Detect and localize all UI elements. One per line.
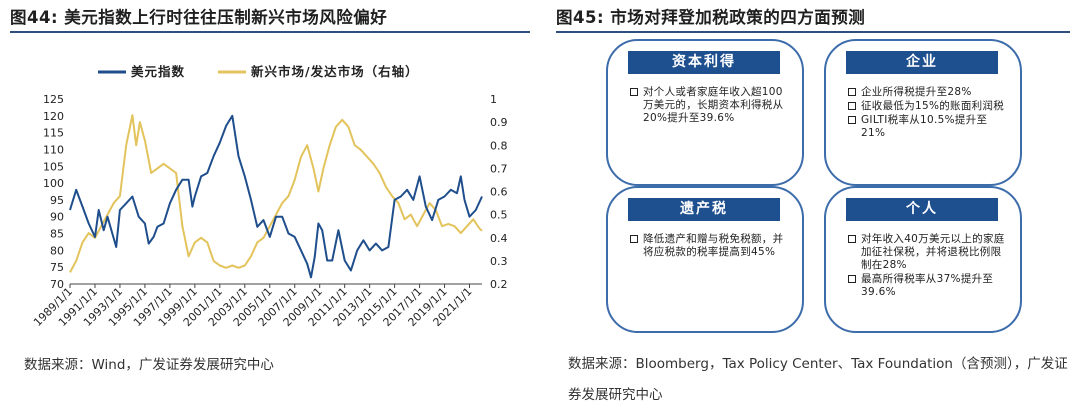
left-tick-label: 125 (43, 93, 64, 106)
left-tick-label: 70 (50, 278, 64, 291)
list-item: GILTI税率从10.5%提升至21% (848, 114, 1006, 140)
list-item: 征收最低为15%的账面利润税 (848, 100, 1006, 113)
card-title: 个人 (846, 198, 998, 221)
usd-em-line-chart: 美元指数 新兴市场/发达市场（右轴） 70 75 80 85 90 95 100 105 110… (31, 64, 508, 329)
right-tick-label: 0.2 (490, 278, 508, 291)
left-tick-label: 90 (50, 211, 64, 224)
checkbox-icon (630, 88, 638, 96)
checkbox-icon (848, 88, 856, 96)
checkbox-icon (848, 102, 856, 110)
list-item: 对年收入40万美元以上的家庭加征社保税，并将退税比例限制在28% (848, 233, 1006, 272)
right-tick-label: 0.4 (490, 232, 508, 245)
left-title-rule (10, 31, 530, 33)
checkbox-icon (630, 235, 638, 243)
left-tick-label: 75 (50, 261, 64, 274)
left-y-axis: 70 75 80 85 90 95 100 105 110 115 120 125 (43, 93, 64, 291)
list-item: 降低遗产和赠与税免税额，并将应税款的税率提高到45% (630, 233, 788, 259)
card-title: 遗产税 (628, 198, 780, 221)
list-item: 最高所得税率从37%提升至39.6% (848, 273, 1006, 299)
right-figure-title: 图45: 市场对拜登加税政策的四方面预测 (556, 8, 866, 27)
card-list: 企业所得税提升至28% 征收最低为15%的账面利润税 GILTI税率从10.5%… (848, 86, 1006, 141)
right-source-note: 数据来源：Bloomberg，Tax Policy Center、Tax Fou… (568, 356, 1068, 403)
x-axis: 1989/1/11991/1/11993/1/11995/1/11997/1/1… (31, 283, 482, 329)
left-tick-label: 85 (50, 228, 64, 241)
series-layer (69, 114, 483, 279)
right-tick-label: 0.5 (490, 209, 508, 222)
legend-em-label: 新兴市场/发达市场（右轴） (251, 64, 419, 79)
card-list: 对个人或者家庭年收入超100万美元的，长期资本利得税从20%提升至39.6% (630, 86, 788, 126)
card-individual: 个人 对年收入40万美元以上的家庭加征社保税，并将退税比例限制在28% 最高所得… (824, 186, 1022, 333)
left-tick-label: 115 (43, 127, 64, 140)
left-tick-label: 110 (43, 143, 64, 156)
right-tick-label: 0.3 (490, 255, 508, 268)
list-item: 对个人或者家庭年收入超100万美元的，长期资本利得税从20%提升至39.6% (630, 86, 788, 125)
right-tick-label: 0.6 (490, 186, 508, 199)
legend-usd-label: 美元指数 (131, 64, 185, 79)
chart-legend: 美元指数 新兴市场/发达市场（右轴） (98, 64, 419, 79)
right-title-rule (556, 31, 1070, 33)
list-item: 企业所得税提升至28% (848, 86, 1006, 99)
card-list: 降低遗产和赠与税免税额，并将应税款的税率提高到45% (630, 233, 788, 260)
card-list: 对年收入40万美元以上的家庭加征社保税，并将退税比例限制在28% 最高所得税率从… (848, 233, 1006, 300)
left-tick-label: 100 (43, 177, 64, 190)
checkbox-icon (848, 116, 856, 124)
checkbox-icon (848, 275, 856, 283)
left-tick-label: 80 (50, 244, 64, 257)
card-estate-tax: 遗产税 降低遗产和赠与税免税额，并将应税款的税率提高到45% (606, 186, 804, 333)
right-tick-label: 0.9 (490, 116, 508, 129)
right-tick-label: 0.8 (490, 139, 508, 152)
right-tick-label: 1 (490, 93, 497, 106)
left-figure-title: 图44: 美元指数上行时往往压制新兴市场风险偏好 (10, 8, 388, 27)
right-tick-label: 0.7 (490, 162, 508, 175)
checkbox-icon (848, 235, 856, 243)
left-tick-label: 95 (50, 194, 64, 207)
card-corporate: 企业 企业所得税提升至28% 征收最低为15%的账面利润税 GILTI税率从10… (824, 39, 1022, 186)
card-capital-gains: 资本利得 对个人或者家庭年收入超100万美元的，长期资本利得税从20%提升至39… (606, 39, 804, 186)
right-y-axis: 0.2 0.3 0.4 0.5 0.6 0.7 0.8 0.9 1 (490, 93, 508, 291)
left-source-note: 数据来源：Wind，广发证券发展研究中心 (24, 357, 274, 373)
left-tick-label: 105 (43, 160, 64, 173)
card-title: 企业 (846, 51, 998, 74)
usd-index-line (69, 114, 483, 279)
left-tick-label: 120 (43, 110, 64, 123)
em-dm-ratio-line (69, 114, 483, 273)
card-title: 资本利得 (628, 51, 780, 74)
